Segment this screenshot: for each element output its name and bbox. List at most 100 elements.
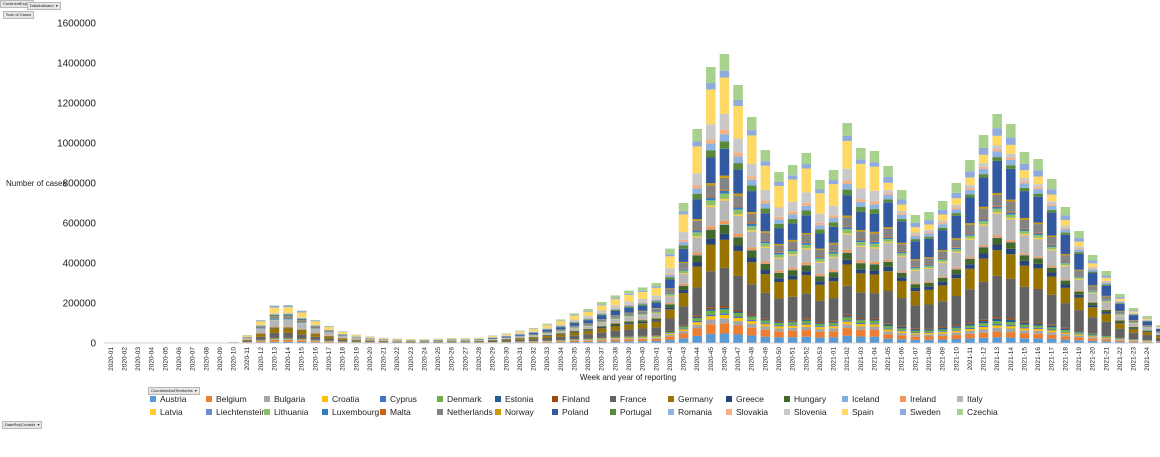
bar-segment-croatia [1101, 337, 1112, 339]
indicator-filter-button[interactable]: DataIndicator ▾ [27, 2, 61, 10]
bar-segment-austria [951, 339, 962, 343]
bar-segment-germany [296, 330, 307, 335]
legend-label: Bulgaria [274, 394, 306, 404]
bar-segment-slovenia [665, 268, 675, 274]
bar-segment-italy [283, 319, 293, 327]
bar-segment-spain [992, 135, 1002, 146]
bar-segment-greece [883, 266, 893, 272]
legend-label: Hungary [794, 394, 827, 404]
continent-filter-label: ContinentExp [3, 1, 28, 6]
countries-field-button[interactable]: CountriesAndTerritories ▾ [148, 387, 200, 395]
bar-segment-poland [583, 320, 593, 324]
x-tick-label: 2020-12 [258, 347, 265, 371]
bar-segment-croatia [1074, 334, 1084, 336]
bar-segment-estonia [883, 324, 893, 327]
bar-segment-denmark [787, 322, 798, 325]
bar-segment-bulgaria [1046, 332, 1057, 335]
bar-segment-belgium [1046, 334, 1057, 339]
bar-segment-lithuania [883, 239, 893, 242]
bar-segment-slovenia [733, 138, 743, 153]
bar-segment-italy [774, 258, 784, 271]
date-field-button[interactable]: DateRepCovable ▾ [2, 421, 43, 429]
bar-segment-belgium [678, 333, 689, 339]
bar-segment-hungary [1033, 258, 1043, 264]
bar-segment-lithuania [924, 266, 934, 269]
bar-segment-latvia [978, 224, 989, 226]
bar-segment-austria [760, 336, 771, 343]
bar-segment-belgium [256, 341, 266, 343]
x-tick-label: 2020-20 [367, 347, 374, 371]
bar-segment-slovenia [910, 232, 921, 235]
legend-item: Norway [495, 407, 534, 417]
bar-segment-portugal [1033, 193, 1043, 197]
bar-segment-luxembourg [815, 257, 825, 259]
bar-segment-spain [856, 163, 866, 189]
bar-segment-netherlands [1156, 331, 1160, 333]
bar-segment-italy [746, 231, 757, 248]
bar-segment-ireland [815, 274, 825, 276]
bar-segment-belgium [569, 340, 580, 343]
bar-segment-bulgaria [883, 331, 893, 335]
bar-segment-germany [310, 334, 321, 337]
sum-of-cases-field[interactable]: Sum of Cases [3, 11, 35, 19]
bar-segment-hungary [760, 264, 771, 270]
bar-segment-latvia [965, 238, 975, 240]
bar-segment-norway [828, 242, 839, 245]
x-tick-label: 2020-28 [476, 347, 483, 371]
bar-segment-poland [760, 213, 771, 232]
bar-segment-sweden [256, 320, 266, 322]
bar-segment-poland [965, 197, 975, 224]
y-tick-label: 1000000 [57, 139, 96, 150]
bar-segment-portugal [1115, 303, 1125, 305]
bar-segment-slovenia [515, 333, 525, 334]
legend-item: Latvia [150, 407, 183, 417]
bar-segment-greece [665, 307, 675, 310]
bar-segment-greece [842, 259, 852, 265]
bar-segment-lithuania [733, 209, 743, 215]
bar-segment-belgium [1074, 337, 1084, 341]
bar-segment-slovakia [801, 202, 812, 206]
bar-segment-bulgaria [896, 332, 907, 336]
bar-segment-norway [842, 215, 852, 218]
bar-segment-spain [337, 332, 348, 334]
legend-swatch [150, 409, 156, 415]
bar-segment-poland [1156, 329, 1160, 332]
bar-segment-netherlands [937, 251, 948, 258]
bar-segment-belgium [637, 339, 648, 342]
bar-segment-italy [624, 317, 634, 321]
bar-segment-croatia [1019, 328, 1030, 331]
bar-segment-slovenia [828, 205, 839, 216]
bar-segment-greece [733, 245, 743, 251]
bar-segment-norway [1046, 235, 1057, 238]
bar-segment-latvia [1019, 233, 1030, 236]
bar-segment-hungary [910, 284, 921, 288]
bar-segment-italy [1033, 239, 1043, 257]
bar-segment-latvia [774, 257, 784, 259]
bar-segment-poland [610, 311, 621, 316]
bar-segment-czechia [937, 201, 948, 210]
bar-segment-bulgaria [924, 334, 934, 337]
bar-segment-ireland [978, 245, 989, 248]
bar-segment-portugal [896, 218, 907, 222]
bar-segment-france [610, 330, 621, 337]
legend-swatch [668, 409, 674, 415]
bar-segment-norway [992, 193, 1002, 195]
bar-segment-poland [501, 336, 512, 338]
bar-segment-lithuania [951, 249, 962, 252]
bar-segment-croatia [706, 316, 716, 320]
bar-segment-portugal [869, 209, 880, 214]
bar-segment-france [992, 275, 1002, 318]
bar-segment-czechia [651, 283, 662, 287]
bar-segment-germany [978, 258, 989, 282]
bar-segment-finland [1046, 324, 1057, 326]
bar-segment-slovakia [910, 234, 921, 236]
bar-segment-czechia [528, 328, 539, 329]
bar-segment-france [624, 329, 634, 337]
x-tick-label: 2021-14 [1008, 347, 1015, 371]
bar-segment-belgium [842, 328, 852, 336]
bar-segment-hungary [637, 320, 648, 322]
bar-segment-luxembourg [624, 315, 634, 316]
bar-segment-spain [1060, 219, 1071, 226]
x-tick-label: 2020-10 [231, 347, 238, 371]
bar-segment-austria [1019, 338, 1030, 343]
